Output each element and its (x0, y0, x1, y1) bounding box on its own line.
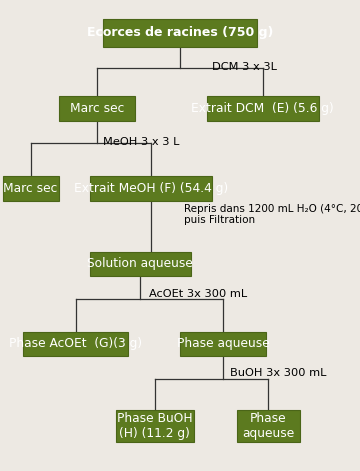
Text: BuOH 3x 300 mL: BuOH 3x 300 mL (230, 368, 327, 378)
FancyBboxPatch shape (237, 410, 300, 442)
FancyBboxPatch shape (23, 332, 128, 356)
FancyBboxPatch shape (59, 96, 135, 121)
Text: Marc sec: Marc sec (70, 102, 125, 115)
Text: Phase BuOH
(H) (11.2 g): Phase BuOH (H) (11.2 g) (117, 412, 193, 440)
Text: Extrait DCM  (E) (5.6 g): Extrait DCM (E) (5.6 g) (192, 102, 334, 115)
FancyBboxPatch shape (207, 96, 319, 121)
Text: Marc sec: Marc sec (3, 182, 58, 195)
FancyBboxPatch shape (103, 19, 257, 47)
Text: Ecorces de racines (750 g): Ecorces de racines (750 g) (87, 26, 273, 40)
Text: Solution aqueuse: Solution aqueuse (87, 257, 193, 270)
FancyBboxPatch shape (3, 176, 58, 201)
Text: Phase aqueuse: Phase aqueuse (177, 337, 270, 350)
Text: Phase
aqueuse: Phase aqueuse (242, 412, 294, 440)
FancyBboxPatch shape (116, 410, 194, 442)
Text: DCM 3 x 3L: DCM 3 x 3L (212, 62, 277, 72)
Text: Phase AcOEt  (G)(3 g): Phase AcOEt (G)(3 g) (9, 337, 142, 350)
Text: Repris dans 1200 mL H₂O (4°C, 20H
puis Filtration: Repris dans 1200 mL H₂O (4°C, 20H puis F… (184, 203, 360, 225)
FancyBboxPatch shape (90, 176, 212, 201)
Text: Extrait MeOH (F) (54.4 g): Extrait MeOH (F) (54.4 g) (74, 182, 228, 195)
FancyBboxPatch shape (90, 252, 191, 276)
FancyBboxPatch shape (180, 332, 266, 356)
Text: AcOEt 3x 300 mL: AcOEt 3x 300 mL (149, 289, 248, 300)
Text: MeOH 3 x 3 L: MeOH 3 x 3 L (103, 137, 179, 147)
